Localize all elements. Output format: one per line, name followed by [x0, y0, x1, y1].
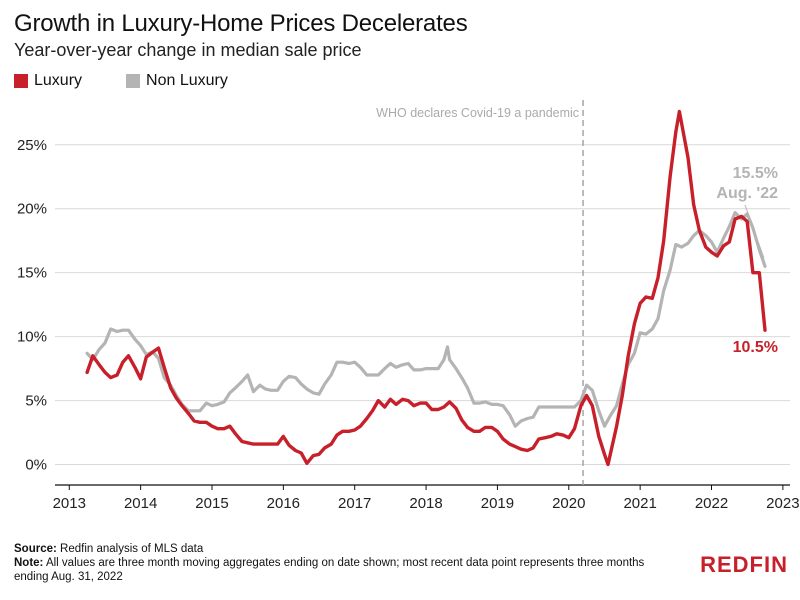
line-chart: 0% 5% 10% 15% 20% 25% 2013 2014 2015 2016 2017 2018… [17, 100, 800, 512]
note-line: Note: All values are three month moving … [14, 556, 674, 584]
series-line-luxury [85, 109, 767, 467]
source-label: Source: [14, 543, 57, 555]
legend-label-luxury: Luxury [34, 72, 83, 89]
legend-item-luxury: Luxury [14, 72, 82, 90]
pandemic-annotation: WHO declares Covid-19 a pandemic [376, 106, 579, 120]
chart-subtitle: Year-over-year change in median sale pri… [14, 40, 362, 60]
x-tick-label-2017: 2017 [338, 495, 371, 512]
legend-item-non-luxury: Non Luxury [126, 72, 228, 90]
series-line-non-luxury [85, 211, 767, 428]
x-tick-label-2019: 2019 [481, 495, 514, 512]
luxury-end-value-label: 10.5% [733, 339, 778, 356]
non-luxury-label-leader [744, 204, 765, 259]
x-tick-label-2023: 2023 [766, 495, 799, 512]
x-tick-label-2015: 2015 [195, 495, 228, 512]
x-tick-label-2014: 2014 [124, 495, 157, 512]
y-tick-label-10: 10% [17, 329, 47, 346]
chart-title: Growth in Luxury-Home Prices Decelerates [14, 10, 468, 37]
x-tick-label-2018: 2018 [409, 495, 442, 512]
x-tick-label-2013: 2013 [53, 495, 86, 512]
y-tick-label-25: 25% [17, 137, 47, 154]
footer-notes: Source: Redfin analysis of MLS data Note… [14, 542, 674, 584]
y-tick-label-0: 0% [25, 457, 47, 474]
y-tick-label-15: 15% [17, 265, 47, 282]
y-tick-label-20: 20% [17, 201, 47, 218]
note-label: Note: [14, 557, 44, 569]
x-tick-label-2016: 2016 [267, 495, 300, 512]
note-text: All values are three month moving aggreg… [14, 557, 645, 583]
source-line: Source: Redfin analysis of MLS data [14, 542, 674, 556]
x-tick-label-2021: 2021 [623, 495, 656, 512]
non-luxury-end-value-label: 15.5% [733, 165, 778, 182]
legend: Luxury Non Luxury [14, 72, 272, 90]
source-text: Redfin analysis of MLS data [60, 543, 204, 555]
x-tick-label-2020: 2020 [552, 495, 585, 512]
x-tick-label-2022: 2022 [695, 495, 728, 512]
legend-swatch-non-luxury [126, 74, 141, 88]
y-tick-label-5: 5% [25, 393, 47, 410]
redfin-logo: REDFIN [700, 552, 788, 577]
legend-label-non-luxury: Non Luxury [146, 72, 228, 89]
non-luxury-end-date-label: Aug. '22 [716, 185, 778, 202]
legend-swatch-luxury [14, 74, 28, 88]
